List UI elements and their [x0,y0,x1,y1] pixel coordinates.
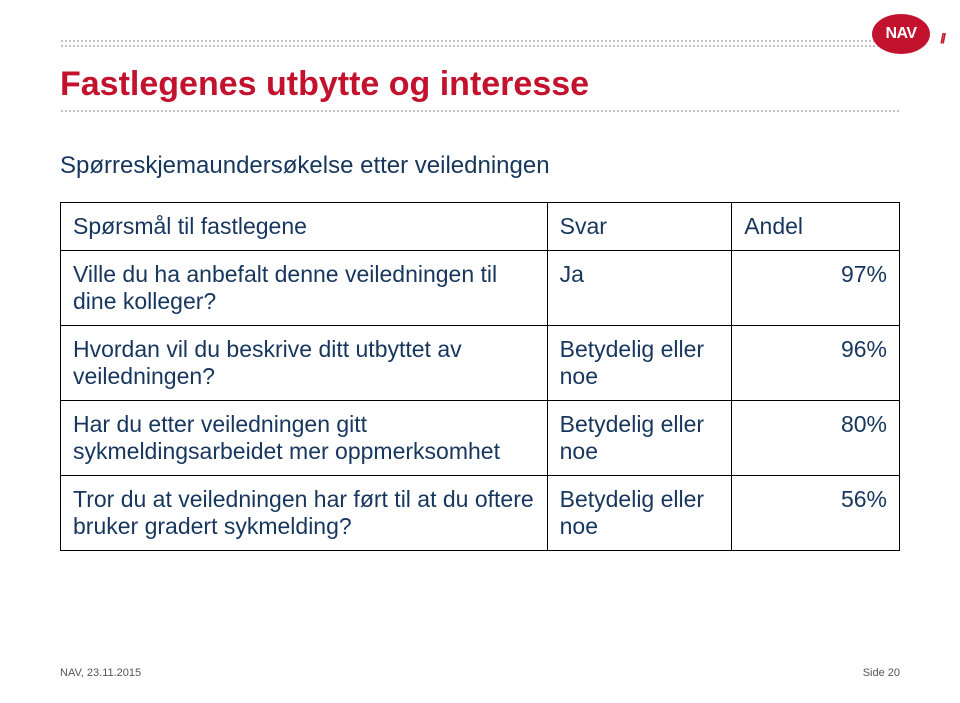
cell-question: Har du etter veiledningen gitt sykmeldin… [61,401,548,476]
title-underline [60,110,900,112]
nav-logo-text: NAV [885,25,916,43]
slide: NAV // Fastlegenes utbytte og interesse … [0,0,960,703]
cell-question: Hvordan vil du beskrive ditt utbyttet av… [61,326,548,401]
table-row: Har du etter veiledningen gitt sykmeldin… [61,401,900,476]
cell-andel: 97% [732,251,900,326]
th-svar: Svar [547,203,732,251]
page-title: Fastlegenes utbytte og interesse [60,65,900,104]
nav-logo: NAV // [872,14,930,54]
cell-andel: 80% [732,401,900,476]
survey-table: Spørsmål til fastlegene Svar Andel Ville… [60,202,900,551]
table-row: Tror du at veiledningen har ført til at … [61,476,900,551]
th-question: Spørsmål til fastlegene [61,203,548,251]
cell-svar: Betydelig eller noe [547,476,732,551]
cell-question: Ville du ha anbefalt denne veiledningen … [61,251,548,326]
table-header-row: Spørsmål til fastlegene Svar Andel [61,203,900,251]
cell-andel: 56% [732,476,900,551]
table-row: Hvordan vil du beskrive ditt utbyttet av… [61,326,900,401]
footer-left: NAV, 23.11.2015 [60,667,141,679]
header-divider [60,40,900,47]
cell-svar: Betydelig eller noe [547,326,732,401]
cell-svar: Ja [547,251,732,326]
footer-right: Side 20 [863,667,900,679]
cell-question: Tror du at veiledningen har ført til at … [61,476,548,551]
table-row: Ville du ha anbefalt denne veiledningen … [61,251,900,326]
cell-svar: Betydelig eller noe [547,401,732,476]
cell-andel: 96% [732,326,900,401]
subtitle: Spørreskjemaundersøkelse etter veilednin… [60,152,900,180]
nav-logo-slashes: // [940,30,944,46]
footer: NAV, 23.11.2015 Side 20 [60,667,900,679]
th-andel: Andel [732,203,900,251]
